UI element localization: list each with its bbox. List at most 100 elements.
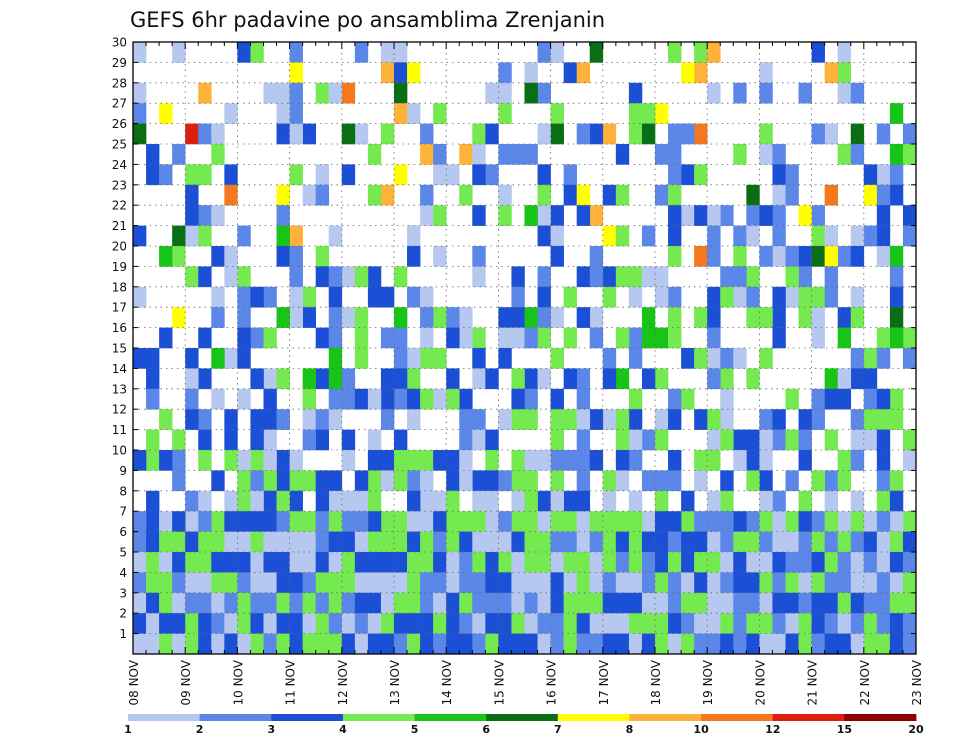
heatmap-cell (850, 429, 865, 451)
heatmap-cell (224, 613, 238, 634)
heatmap-cell (576, 429, 591, 451)
x-tick-label: 12 NOV (336, 659, 350, 705)
heatmap-cell (772, 613, 786, 634)
heatmap-cell (185, 164, 199, 186)
x-tick-label: 18 NOV (649, 659, 663, 705)
heatmap-cell (250, 490, 264, 512)
heatmap-cell (537, 450, 551, 471)
heatmap-cell (707, 572, 721, 594)
heatmap-cell (759, 552, 773, 573)
heatmap-cell (563, 368, 577, 390)
heatmap-cell (798, 531, 812, 553)
colorbar-label: 15 (837, 723, 852, 736)
heatmap-cell (824, 572, 838, 594)
heatmap-cell (641, 123, 656, 145)
heatmap-cell (772, 429, 786, 451)
colorbar-label: 10 (693, 723, 709, 736)
heatmap-cell (276, 82, 290, 104)
heatmap-cell (185, 388, 199, 410)
heatmap-cell (902, 572, 917, 594)
heatmap-cell (367, 266, 382, 288)
heatmap-cell (537, 123, 551, 145)
heatmap-cell (811, 592, 825, 614)
heatmap-cell (850, 286, 865, 308)
heatmap-cell (459, 184, 473, 206)
heatmap-cell (824, 531, 838, 553)
heatmap-cell (511, 409, 525, 430)
heatmap-cell (602, 592, 617, 614)
heatmap-cell (367, 429, 382, 451)
heatmap-cell (668, 246, 682, 267)
heatmap-cell (159, 450, 173, 471)
colorbar-segment (486, 714, 559, 721)
heatmap-cell (380, 327, 395, 349)
heatmap-cell (550, 633, 564, 655)
heatmap-cell (811, 531, 825, 553)
heatmap-cell (889, 572, 904, 594)
heatmap-cell (380, 552, 395, 573)
heatmap-cell (668, 123, 682, 145)
heatmap-cell (733, 225, 747, 247)
heatmap-cell (876, 633, 891, 655)
heatmap-cell (328, 490, 343, 512)
heatmap-cell (380, 511, 395, 532)
heatmap-cell (720, 368, 734, 390)
heatmap-cell (641, 225, 656, 247)
heatmap-cell (824, 184, 838, 206)
heatmap-cell (824, 592, 838, 614)
heatmap-cell (224, 511, 238, 532)
heatmap-cell (811, 552, 825, 573)
heatmap-cell (733, 82, 747, 104)
heatmap-cell (863, 552, 878, 573)
heatmap-cell (811, 409, 825, 430)
heatmap-cell (602, 123, 617, 145)
heatmap-cell (602, 633, 617, 655)
heatmap-cell (198, 164, 212, 186)
heatmap-cell (641, 368, 656, 390)
heatmap-cell (785, 286, 799, 308)
heatmap-cell (133, 123, 147, 145)
heatmap-cell (198, 531, 212, 553)
heatmap-cell (498, 307, 512, 328)
heatmap-cell (811, 286, 825, 308)
colorbar-segment (128, 714, 201, 721)
heatmap-cell (537, 266, 551, 288)
heatmap-cell (550, 613, 564, 634)
heatmap-cell (889, 470, 904, 492)
heatmap-cell (576, 368, 591, 390)
heatmap-cell (668, 633, 682, 655)
heatmap-cell (550, 450, 564, 471)
heatmap-cell (785, 246, 799, 267)
heatmap-cell (668, 286, 682, 308)
heatmap-cell (485, 572, 499, 594)
heatmap-cell (459, 511, 473, 532)
heatmap-cell (772, 511, 786, 532)
heatmap-cell (863, 388, 878, 410)
heatmap-cell (902, 633, 917, 655)
heatmap-cell (681, 388, 695, 410)
heatmap-cell (668, 225, 682, 247)
heatmap-cell (837, 42, 852, 63)
heatmap-cell (198, 409, 212, 430)
heatmap-cell (628, 490, 643, 512)
heatmap-cell (485, 470, 499, 492)
heatmap-cell (172, 572, 186, 594)
heatmap-cell (602, 348, 617, 369)
heatmap-cell (772, 307, 786, 328)
heatmap-cell (172, 144, 186, 165)
heatmap-cell (785, 511, 799, 532)
heatmap-cell (641, 572, 656, 594)
heatmap-cell (707, 552, 721, 573)
heatmap-cell (641, 429, 656, 451)
heatmap-cell (524, 82, 538, 104)
heatmap-cell (237, 348, 251, 369)
heatmap-cell (407, 286, 421, 308)
y-tick-label: 11 (112, 423, 127, 437)
heatmap-cell (720, 348, 734, 369)
heatmap-cell (237, 490, 251, 512)
heatmap-cell (824, 511, 838, 532)
heatmap-cell (354, 266, 369, 288)
heatmap-cell (420, 388, 434, 410)
heatmap-cell (889, 164, 904, 186)
heatmap-cell (211, 388, 225, 410)
